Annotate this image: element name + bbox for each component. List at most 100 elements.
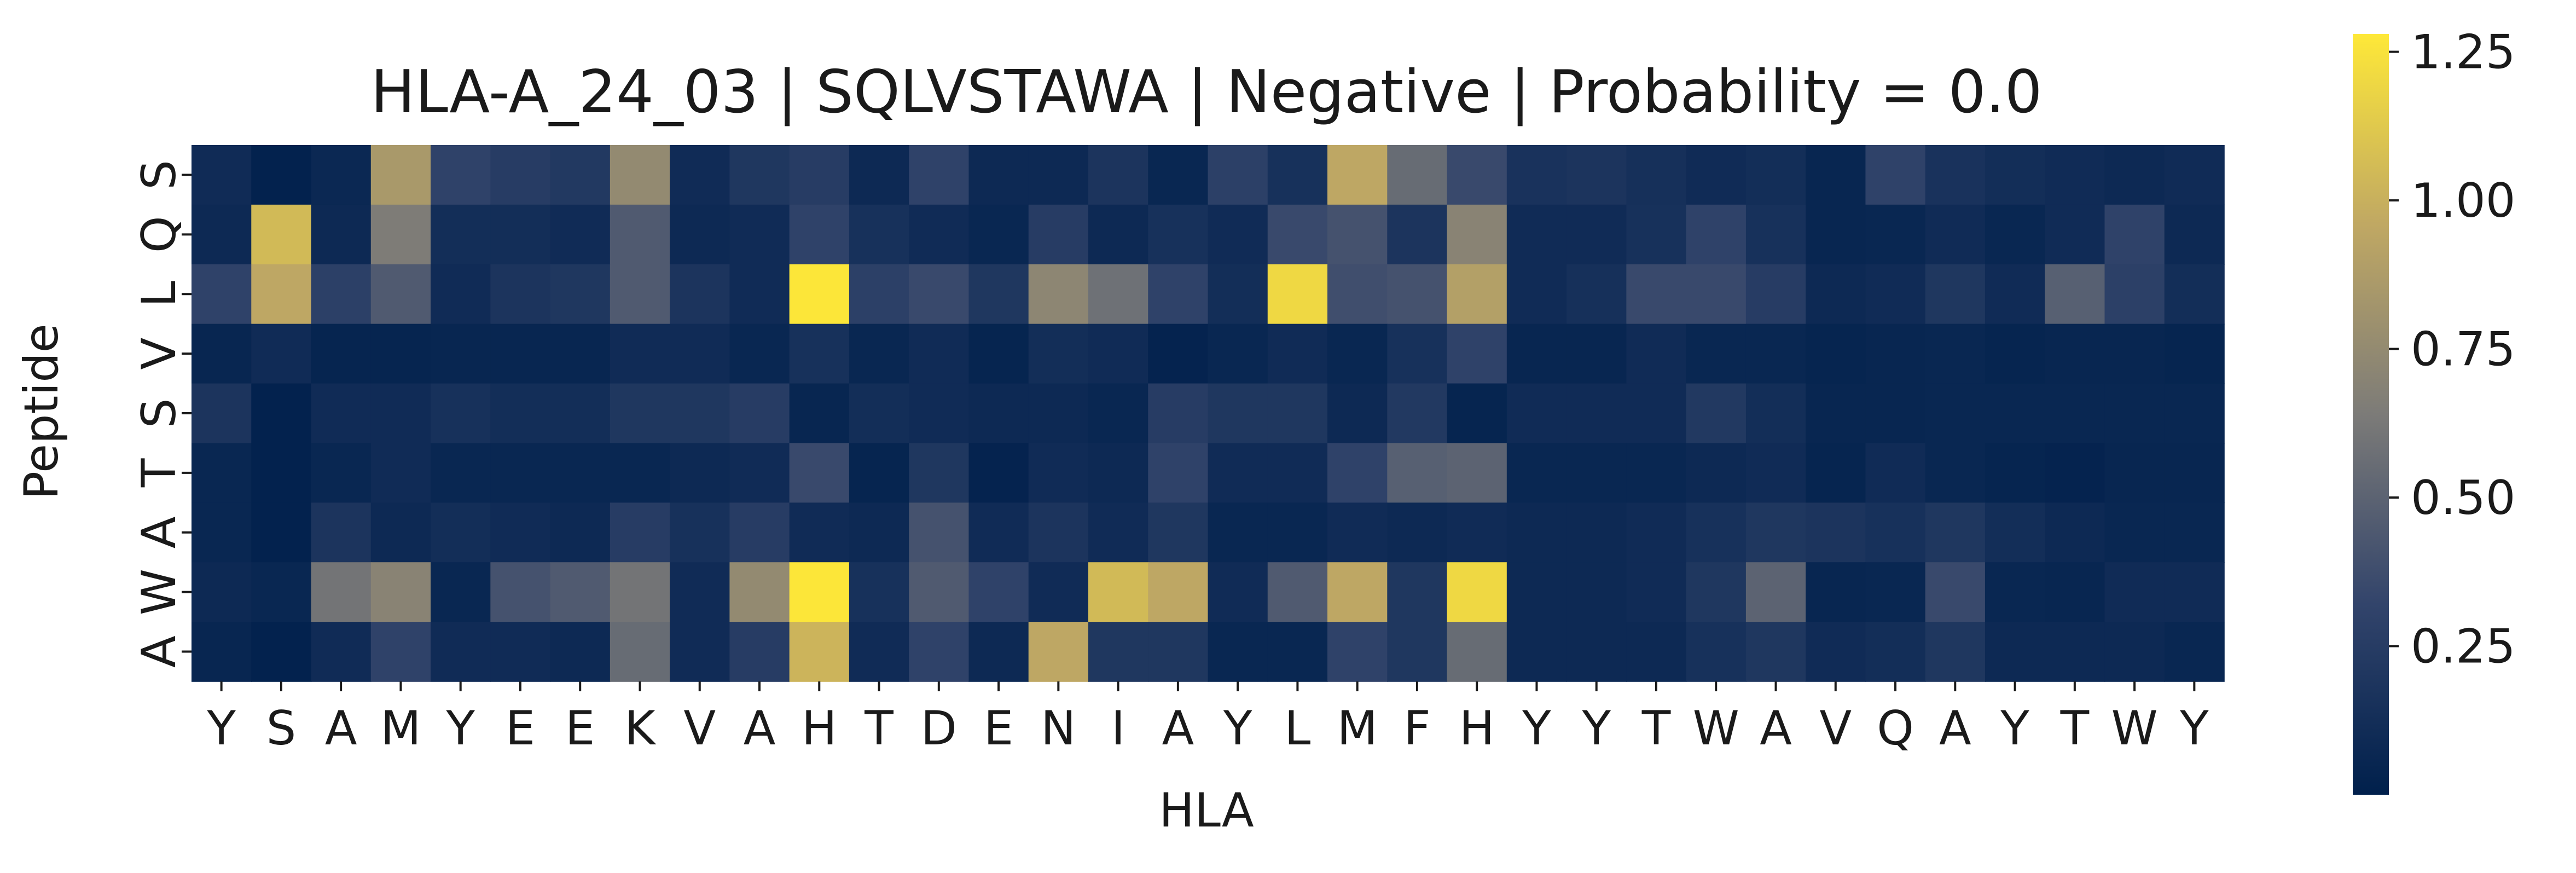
heatmap-cell <box>1088 622 1149 682</box>
heatmap-cell <box>610 622 670 682</box>
colorbar-tick-label: 0.75 <box>2411 322 2515 377</box>
x-tick-label: T <box>864 701 894 756</box>
heatmap-cell <box>251 443 312 504</box>
heatmap-cell <box>1865 383 1926 444</box>
heatmap-cell <box>1387 204 1448 265</box>
x-tick-label: L <box>1284 701 1310 756</box>
x-tick-label: T <box>2060 701 2090 756</box>
heatmap-cell <box>610 204 670 265</box>
heatmap-cell <box>1745 443 1806 504</box>
heatmap-cell <box>1985 323 2045 384</box>
heatmap-cell <box>2104 264 2165 325</box>
heatmap-cell <box>1806 562 1866 622</box>
heatmap-cell <box>490 562 551 622</box>
heatmap-cell <box>729 204 790 265</box>
heatmap-cell <box>1506 383 1567 444</box>
heatmap-cell <box>251 204 312 265</box>
heatmap-cell <box>1028 145 1089 205</box>
x-tick-label: D <box>921 701 957 756</box>
x-tick-label: A <box>744 701 776 756</box>
heatmap-cell <box>968 204 1029 265</box>
heatmap-cell <box>610 383 670 444</box>
heatmap-cell <box>849 502 909 563</box>
heatmap-cell <box>729 443 790 504</box>
heatmap-cell <box>2104 383 2165 444</box>
heatmap-cell <box>2045 502 2105 563</box>
heatmap-cell <box>490 383 551 444</box>
heatmap-cell <box>2104 502 2165 563</box>
heatmap-cell <box>1626 383 1687 444</box>
heatmap-cell <box>1267 383 1328 444</box>
heatmap-cell <box>192 264 252 325</box>
heatmap-cell <box>311 145 372 205</box>
x-tick-label: W <box>1693 701 1739 756</box>
heatmap-cell <box>1327 264 1388 325</box>
heatmap-cell <box>192 323 252 384</box>
heatmap-cell <box>2164 443 2225 504</box>
heatmap-cell <box>849 204 909 265</box>
heatmap-cell <box>1327 383 1388 444</box>
x-tick-label: A <box>1760 701 1792 756</box>
heatmap-cell <box>968 622 1029 682</box>
heatmap-cell <box>1567 264 1627 325</box>
heatmap-cell <box>1806 264 1866 325</box>
heatmap-cell <box>2164 145 2225 205</box>
heatmap-cell <box>909 443 970 504</box>
heatmap-cell <box>1447 562 1507 622</box>
heatmap-cell <box>909 145 970 205</box>
heatmap-cell <box>1447 383 1507 444</box>
heatmap-cell <box>729 264 790 325</box>
heatmap-cell <box>2164 204 2225 265</box>
heatmap-cell <box>1925 562 1986 622</box>
heatmap-cell <box>550 443 611 504</box>
heatmap-cell <box>2164 622 2225 682</box>
heatmap-cell <box>431 264 491 325</box>
heatmap-cell <box>2104 443 2165 504</box>
x-tick-label: Q <box>1877 701 1914 756</box>
heatmap-cell <box>1567 562 1627 622</box>
y-tick-label: A <box>132 516 187 548</box>
heatmap-cell <box>1028 204 1089 265</box>
y-tick-label: A <box>132 635 187 668</box>
x-tick-label: Y <box>206 701 236 756</box>
heatmap-cell <box>789 443 850 504</box>
heatmap-cell <box>311 204 372 265</box>
heatmap-cell <box>789 323 850 384</box>
heatmap-cell <box>1148 622 1209 682</box>
x-tick-label: T <box>1641 701 1671 756</box>
colorbar-ticks: 0.25 0.50 0.75 1.00 1.25 <box>2389 25 2515 674</box>
heatmap-cell <box>1686 264 1747 325</box>
heatmap-cell <box>670 502 730 563</box>
x-tick-label: Y <box>2000 701 2029 756</box>
heatmap-cell <box>2104 145 2165 205</box>
x-tick-label: M <box>1337 701 1378 756</box>
heatmap-cell <box>1925 383 1986 444</box>
heatmap-cell <box>490 145 551 205</box>
heatmap-cell <box>968 443 1029 504</box>
heatmap-cell <box>1925 622 1986 682</box>
x-tick-label: Y <box>1223 701 1252 756</box>
heatmap-cell <box>251 264 312 325</box>
y-tick-label: T <box>132 458 187 488</box>
heatmap-cell <box>729 562 790 622</box>
heatmap-cell <box>610 264 670 325</box>
heatmap-cell <box>1925 204 1986 265</box>
heatmap-cell <box>1567 502 1627 563</box>
heatmap-cell <box>1387 562 1448 622</box>
heatmap-cell <box>1865 264 1926 325</box>
heatmap-cell <box>1865 443 1926 504</box>
x-tick-label: A <box>325 701 357 756</box>
heatmap-cell <box>1985 622 2045 682</box>
heatmap-cell <box>1208 145 1268 205</box>
heatmap-cell <box>1208 562 1268 622</box>
heatmap-cell <box>968 323 1029 384</box>
heatmap-cell <box>2045 383 2105 444</box>
heatmap-cell <box>550 502 611 563</box>
heatmap-cell <box>311 622 372 682</box>
heatmap-cell <box>789 145 850 205</box>
heatmap-cell <box>370 443 431 504</box>
heatmap-cell <box>789 502 850 563</box>
heatmap-cell <box>1028 443 1089 504</box>
heatmap-cell <box>1686 383 1747 444</box>
